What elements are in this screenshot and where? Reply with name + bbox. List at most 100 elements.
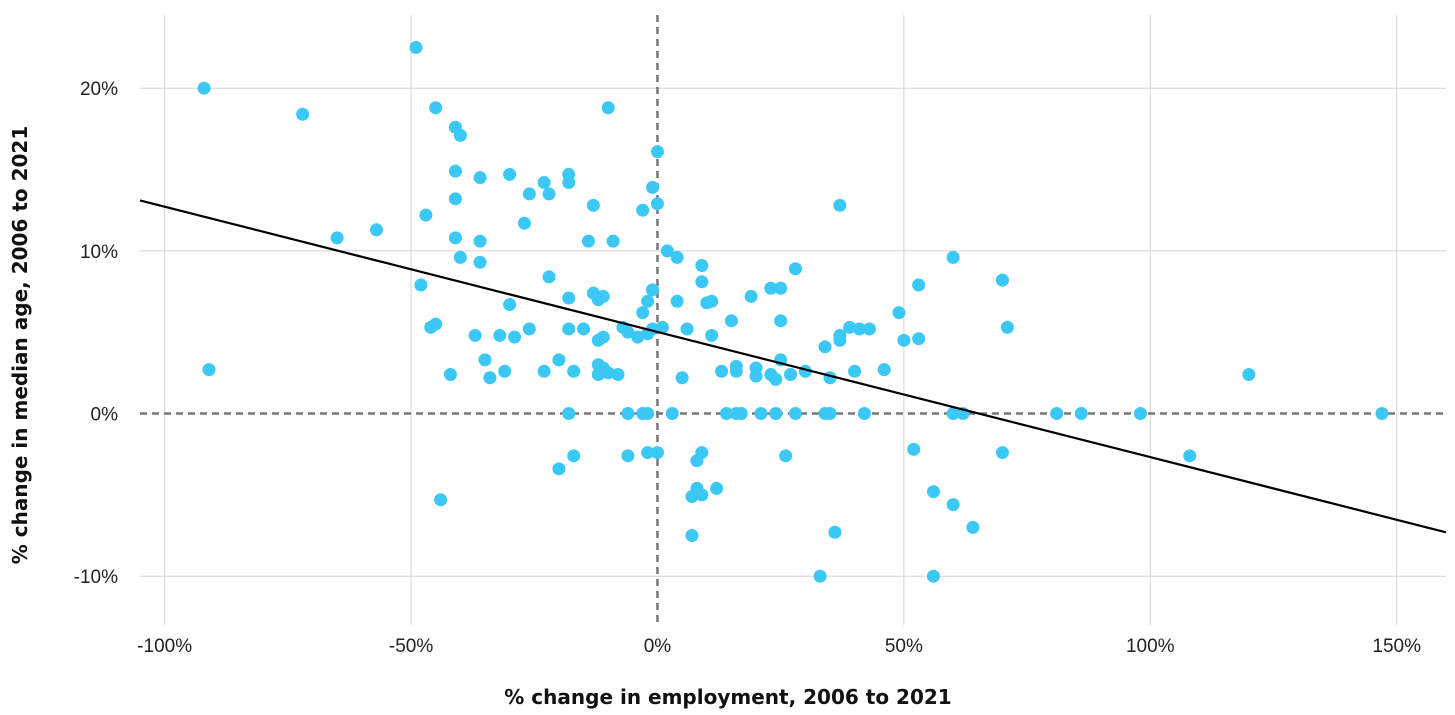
- scatter-point: [1074, 407, 1088, 421]
- scatter-point: [641, 446, 655, 460]
- scatter-point: [833, 328, 847, 342]
- scatter-point: [646, 283, 660, 297]
- y-axis-title: % change in median age, 2006 to 2021: [8, 126, 32, 565]
- scatter-point: [646, 180, 660, 194]
- scatter-point: [473, 255, 487, 269]
- scatter-point: [695, 275, 709, 289]
- scatter-point: [719, 407, 733, 421]
- scatter-point: [966, 520, 980, 534]
- scatter-point: [448, 164, 462, 178]
- scatter-point: [833, 198, 847, 212]
- scatter-point: [577, 322, 591, 336]
- scatter-point: [473, 171, 487, 185]
- scatter-point: [641, 294, 655, 308]
- scatter-point: [596, 289, 610, 303]
- scatter-point: [370, 223, 384, 237]
- scatter-point: [503, 298, 517, 312]
- scatter-point: [862, 322, 876, 336]
- scatter-point: [453, 250, 467, 264]
- y-tick-label: 0%: [91, 405, 119, 426]
- scatter-point: [655, 320, 669, 334]
- scatter-point: [493, 328, 507, 342]
- scatter-point: [995, 273, 1009, 287]
- scatter-point: [611, 367, 625, 381]
- scatter-point: [769, 372, 783, 386]
- y-tick-label: 10%: [80, 242, 118, 263]
- scatter-point: [1133, 407, 1147, 421]
- y-axis-tick-labels: -10% 0% 10% 20%: [74, 79, 118, 588]
- scatter-point: [892, 306, 906, 320]
- scatter-point: [443, 367, 457, 381]
- scatter-point: [823, 407, 837, 421]
- scatter-point: [946, 407, 960, 421]
- y-tick-label: 20%: [80, 79, 118, 100]
- scatter-point: [857, 407, 871, 421]
- scatter-point: [675, 371, 689, 385]
- scatter-point: [946, 498, 960, 512]
- scatter-point: [912, 278, 926, 292]
- scatter-point: [537, 364, 551, 378]
- scatter-point: [468, 328, 482, 342]
- scatter-point: [419, 208, 433, 222]
- reference-lines: [140, 15, 1446, 625]
- scatter-point: [621, 325, 635, 339]
- scatter-point: [621, 407, 635, 421]
- scatter-point: [784, 367, 798, 381]
- scatter-point: [926, 485, 940, 499]
- scatter-point: [448, 231, 462, 245]
- scatter-point: [1242, 367, 1256, 381]
- scatter-point: [591, 367, 605, 381]
- x-tick-label: 100%: [1126, 636, 1175, 657]
- scatter-point: [601, 366, 615, 380]
- scatter-point: [197, 81, 211, 95]
- x-axis-title: % change in employment, 2006 to 2021: [504, 685, 951, 709]
- scatter-point: [946, 250, 960, 264]
- scatter-point: [1375, 407, 1389, 421]
- scatter-point: [562, 407, 576, 421]
- scatter-point: [562, 176, 576, 190]
- scatter-point: [650, 145, 664, 159]
- scatter-point: [650, 446, 664, 460]
- scatter-point: [695, 259, 709, 273]
- scatter-point: [828, 525, 842, 539]
- scatter-point: [788, 262, 802, 276]
- scatter-point: [769, 407, 783, 421]
- scatter-point: [586, 198, 600, 212]
- scatter-point: [724, 314, 738, 328]
- scatter-point: [853, 322, 867, 336]
- scatter-point: [498, 364, 512, 378]
- scatter-point: [429, 317, 443, 331]
- scatter-point: [636, 203, 650, 217]
- scatter-point: [562, 322, 576, 336]
- scatter-point: [670, 294, 684, 308]
- scatter-point: [508, 330, 522, 344]
- scatter-point: [517, 216, 531, 230]
- scatter-point: [409, 41, 423, 55]
- scatter-point: [601, 101, 615, 115]
- x-tick-label: -50%: [389, 636, 433, 657]
- scatter-point: [429, 101, 443, 115]
- scatter-point: [680, 322, 694, 336]
- scatter-point: [567, 449, 581, 463]
- scatter-point: [695, 446, 709, 460]
- scatter-point: [818, 340, 832, 354]
- scatter-point: [843, 320, 857, 334]
- scatter-point: [1183, 449, 1197, 463]
- scatter-point: [542, 270, 556, 284]
- scatter-point: [631, 330, 645, 344]
- scatter-point: [729, 364, 743, 378]
- y-tick-label: -10%: [74, 567, 118, 588]
- scatter-point: [779, 449, 793, 463]
- x-axis-tick-labels: -100% -50% 0% 50% 100% 150%: [137, 636, 1421, 657]
- scatter-point: [749, 369, 763, 383]
- scatter-point: [296, 107, 310, 121]
- data-points: [197, 41, 1389, 583]
- scatter-point: [907, 442, 921, 456]
- scatter-point: [448, 192, 462, 206]
- scatter-point: [877, 363, 891, 377]
- scatter-point: [522, 187, 536, 201]
- scatter-point: [591, 333, 605, 347]
- scatter-point: [788, 407, 802, 421]
- scatter-point: [606, 234, 620, 248]
